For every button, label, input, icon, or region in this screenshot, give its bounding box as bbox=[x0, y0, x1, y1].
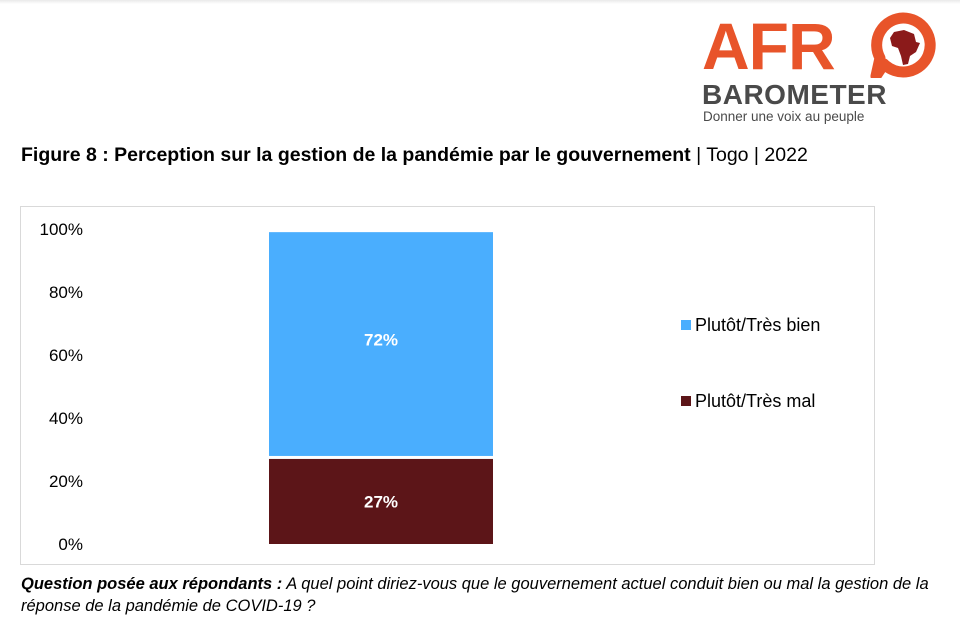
top-divider bbox=[0, 0, 960, 4]
stacked-bar-chart: 0% 20% 40% 60% 80% 100% 27% 72% Plutôt/Très bien… bbox=[40, 220, 821, 554]
y-tick-label: 60% bbox=[49, 346, 83, 365]
y-tick-label: 100% bbox=[40, 220, 83, 239]
logo-tagline: Donner une voix au peuple bbox=[703, 109, 865, 124]
logo-barometer-text: BAROMETER bbox=[702, 79, 887, 110]
bar-segment-tres-mal bbox=[269, 458, 493, 544]
figure-title-main: Figure 8 : Perception sur la gestion de … bbox=[21, 144, 691, 166]
logo-afro-text: AFR bbox=[702, 9, 836, 83]
afrobarometer-logo: AFR BAROMETER Donner une voix au peuple bbox=[700, 8, 950, 128]
legend-swatch bbox=[681, 396, 691, 406]
legend-label: Plutôt/Très bien bbox=[695, 315, 820, 335]
y-tick-label: 80% bbox=[49, 283, 83, 302]
question-label: Question posée aux répondants : bbox=[21, 575, 283, 593]
survey-question: Question posée aux répondants : A quel p… bbox=[21, 573, 941, 617]
figure-title-context: | Togo | 2022 bbox=[690, 144, 808, 166]
y-tick-label: 0% bbox=[58, 535, 83, 554]
legend-label: Plutôt/Très mal bbox=[695, 391, 815, 411]
bar-data-label: 27% bbox=[364, 492, 398, 511]
y-tick-label: 20% bbox=[49, 472, 83, 491]
chart-area: 0% 20% 40% 60% 80% 100% 27% 72% Plutôt/Très bien… bbox=[20, 206, 875, 565]
figure-title: Figure 8 : Perception sur la gestion de … bbox=[21, 142, 901, 169]
question-text: A quel point diriez-vous que le gouverne… bbox=[21, 575, 929, 615]
y-tick-label: 40% bbox=[49, 409, 83, 428]
bar-segment-tres-bien bbox=[269, 232, 493, 456]
bar-data-label: 72% bbox=[364, 331, 398, 350]
legend-swatch bbox=[681, 320, 691, 330]
logo-africa-o-icon bbox=[870, 12, 936, 78]
